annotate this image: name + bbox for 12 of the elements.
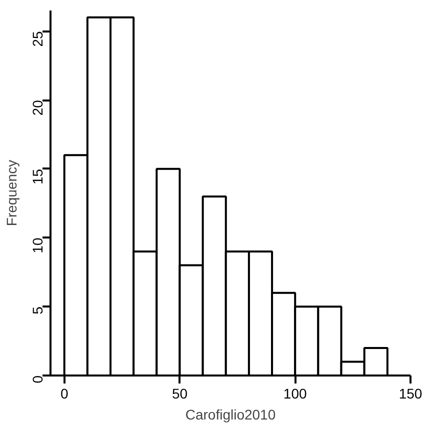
x-tick-label: 50 bbox=[172, 386, 188, 402]
x-axis-title: Carofiglio2010 bbox=[185, 406, 276, 422]
y-tick-label: 0 bbox=[30, 375, 46, 384]
x-tick-label: 100 bbox=[283, 386, 308, 402]
x-tick-label: 150 bbox=[398, 386, 422, 402]
y-axis-title: Frequency bbox=[4, 160, 20, 226]
y-tick-label: 20 bbox=[30, 100, 46, 116]
y-tick-label: 15 bbox=[30, 168, 46, 184]
y-tick-label: 25 bbox=[30, 30, 46, 47]
x-tick-label: 0 bbox=[60, 386, 68, 402]
y-tick-label: 5 bbox=[30, 306, 46, 314]
y-tick-label: 10 bbox=[30, 238, 46, 254]
